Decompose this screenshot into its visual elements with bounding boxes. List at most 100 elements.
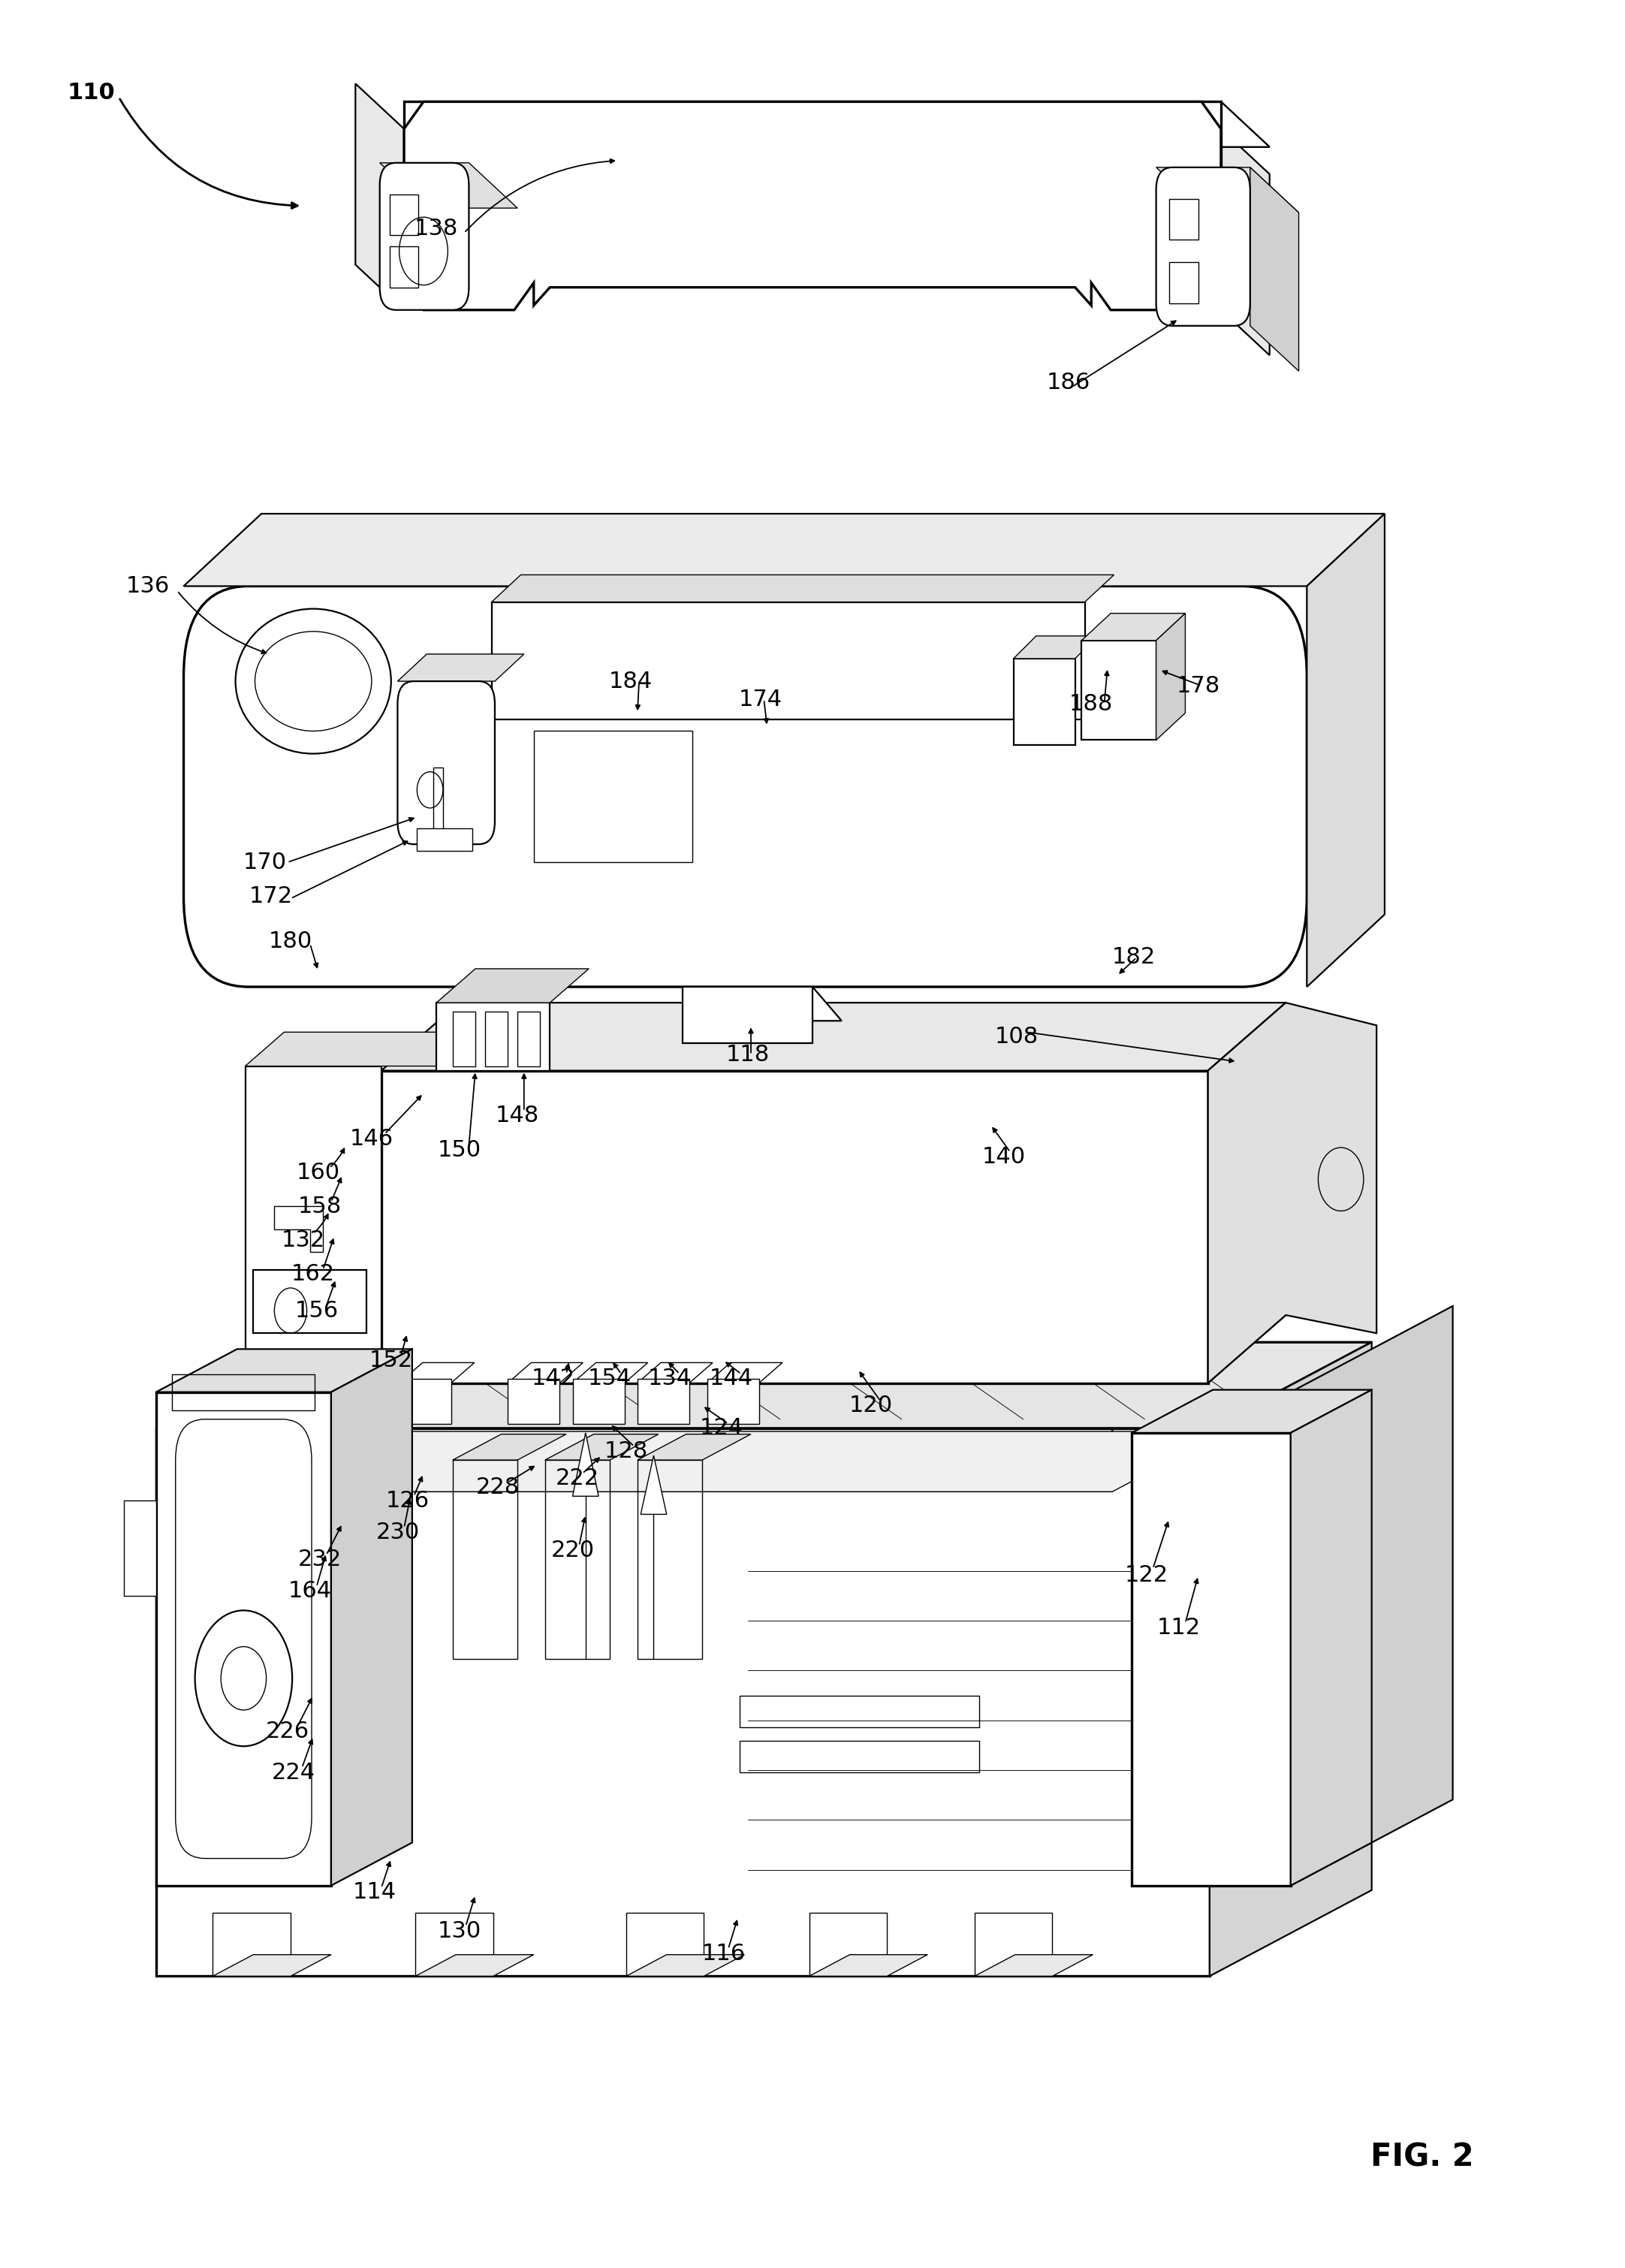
Bar bbox=[156, 1429, 1209, 1975]
Text: 124: 124 bbox=[700, 1418, 744, 1440]
Bar bbox=[975, 1912, 1053, 1975]
Text: 154: 154 bbox=[588, 1368, 632, 1390]
Polygon shape bbox=[418, 828, 473, 850]
Bar bbox=[453, 1461, 517, 1660]
Bar bbox=[390, 247, 419, 288]
Polygon shape bbox=[405, 102, 1269, 147]
Bar bbox=[517, 1012, 540, 1066]
Text: 224: 224 bbox=[271, 1762, 315, 1783]
Text: 164: 164 bbox=[288, 1581, 332, 1601]
Polygon shape bbox=[682, 987, 842, 1021]
Text: 126: 126 bbox=[385, 1490, 429, 1513]
Bar bbox=[809, 1912, 887, 1975]
Polygon shape bbox=[1207, 1002, 1376, 1383]
Bar bbox=[637, 1379, 689, 1424]
Polygon shape bbox=[572, 1433, 598, 1497]
Text: 172: 172 bbox=[249, 885, 292, 907]
Bar bbox=[739, 1742, 980, 1771]
Polygon shape bbox=[434, 767, 444, 839]
Text: 178: 178 bbox=[1176, 676, 1220, 696]
Text: 116: 116 bbox=[702, 1944, 746, 1964]
Text: 220: 220 bbox=[551, 1540, 595, 1560]
Polygon shape bbox=[398, 653, 523, 680]
Text: 152: 152 bbox=[369, 1349, 413, 1372]
Polygon shape bbox=[405, 102, 1220, 311]
Polygon shape bbox=[400, 1363, 474, 1383]
Text: 136: 136 bbox=[127, 576, 171, 596]
Text: 110: 110 bbox=[67, 82, 115, 104]
Text: 184: 184 bbox=[609, 671, 653, 692]
Polygon shape bbox=[1306, 515, 1384, 987]
Bar bbox=[707, 1379, 759, 1424]
Polygon shape bbox=[1131, 1390, 1372, 1433]
Text: 162: 162 bbox=[291, 1263, 335, 1286]
Bar bbox=[390, 195, 419, 236]
Text: 122: 122 bbox=[1124, 1565, 1168, 1585]
Polygon shape bbox=[1209, 1343, 1372, 1975]
Bar bbox=[739, 1696, 980, 1728]
Polygon shape bbox=[213, 1955, 332, 1975]
Polygon shape bbox=[492, 601, 1086, 719]
Text: 174: 174 bbox=[739, 689, 783, 710]
Polygon shape bbox=[437, 1002, 549, 1070]
Text: 114: 114 bbox=[353, 1882, 396, 1903]
Text: 120: 120 bbox=[848, 1395, 892, 1418]
Polygon shape bbox=[544, 1433, 658, 1461]
Bar bbox=[416, 1912, 494, 1975]
Polygon shape bbox=[1250, 168, 1298, 372]
Bar bbox=[637, 1461, 702, 1660]
Text: 222: 222 bbox=[556, 1467, 600, 1490]
Text: 112: 112 bbox=[1157, 1617, 1201, 1637]
Text: 156: 156 bbox=[294, 1300, 338, 1322]
Text: 150: 150 bbox=[437, 1139, 481, 1161]
Text: 128: 128 bbox=[604, 1440, 648, 1463]
Text: 118: 118 bbox=[726, 1043, 770, 1066]
Text: 140: 140 bbox=[982, 1145, 1025, 1168]
Polygon shape bbox=[270, 1431, 1225, 1492]
Polygon shape bbox=[156, 1343, 1372, 1429]
Bar bbox=[533, 730, 692, 862]
Text: 158: 158 bbox=[297, 1195, 341, 1218]
Polygon shape bbox=[184, 515, 1384, 585]
Polygon shape bbox=[809, 1955, 928, 1975]
Polygon shape bbox=[275, 1207, 323, 1252]
FancyBboxPatch shape bbox=[398, 680, 496, 844]
FancyBboxPatch shape bbox=[1155, 168, 1250, 327]
Polygon shape bbox=[1207, 1002, 1285, 1383]
Polygon shape bbox=[1014, 658, 1076, 744]
Bar bbox=[382, 1070, 1207, 1383]
Polygon shape bbox=[975, 1955, 1094, 1975]
Polygon shape bbox=[640, 1456, 666, 1515]
Text: 180: 180 bbox=[268, 930, 312, 953]
Bar bbox=[213, 1912, 291, 1975]
Bar bbox=[626, 1912, 704, 1975]
Polygon shape bbox=[382, 1002, 1285, 1070]
Polygon shape bbox=[507, 1363, 583, 1383]
Bar bbox=[507, 1379, 559, 1424]
Ellipse shape bbox=[236, 608, 392, 753]
Polygon shape bbox=[637, 1363, 713, 1383]
FancyBboxPatch shape bbox=[380, 163, 470, 311]
Polygon shape bbox=[416, 1955, 533, 1975]
Polygon shape bbox=[682, 987, 812, 1043]
Polygon shape bbox=[492, 574, 1115, 601]
Polygon shape bbox=[626, 1955, 744, 1975]
Polygon shape bbox=[453, 1433, 566, 1461]
Text: 182: 182 bbox=[1112, 946, 1155, 968]
Polygon shape bbox=[405, 102, 1220, 215]
Polygon shape bbox=[254, 1270, 367, 1334]
Text: 142: 142 bbox=[531, 1368, 575, 1390]
Bar bbox=[400, 1379, 452, 1424]
Polygon shape bbox=[332, 1349, 413, 1885]
Bar bbox=[572, 1379, 624, 1424]
Polygon shape bbox=[1290, 1390, 1372, 1885]
Polygon shape bbox=[1290, 1306, 1453, 1885]
Polygon shape bbox=[637, 1433, 751, 1461]
Polygon shape bbox=[1082, 640, 1155, 739]
Text: 230: 230 bbox=[375, 1522, 419, 1542]
Text: 170: 170 bbox=[242, 850, 286, 873]
Text: 134: 134 bbox=[648, 1368, 692, 1390]
Polygon shape bbox=[405, 102, 1269, 147]
Bar bbox=[1131, 1433, 1290, 1885]
Text: 130: 130 bbox=[437, 1921, 481, 1941]
